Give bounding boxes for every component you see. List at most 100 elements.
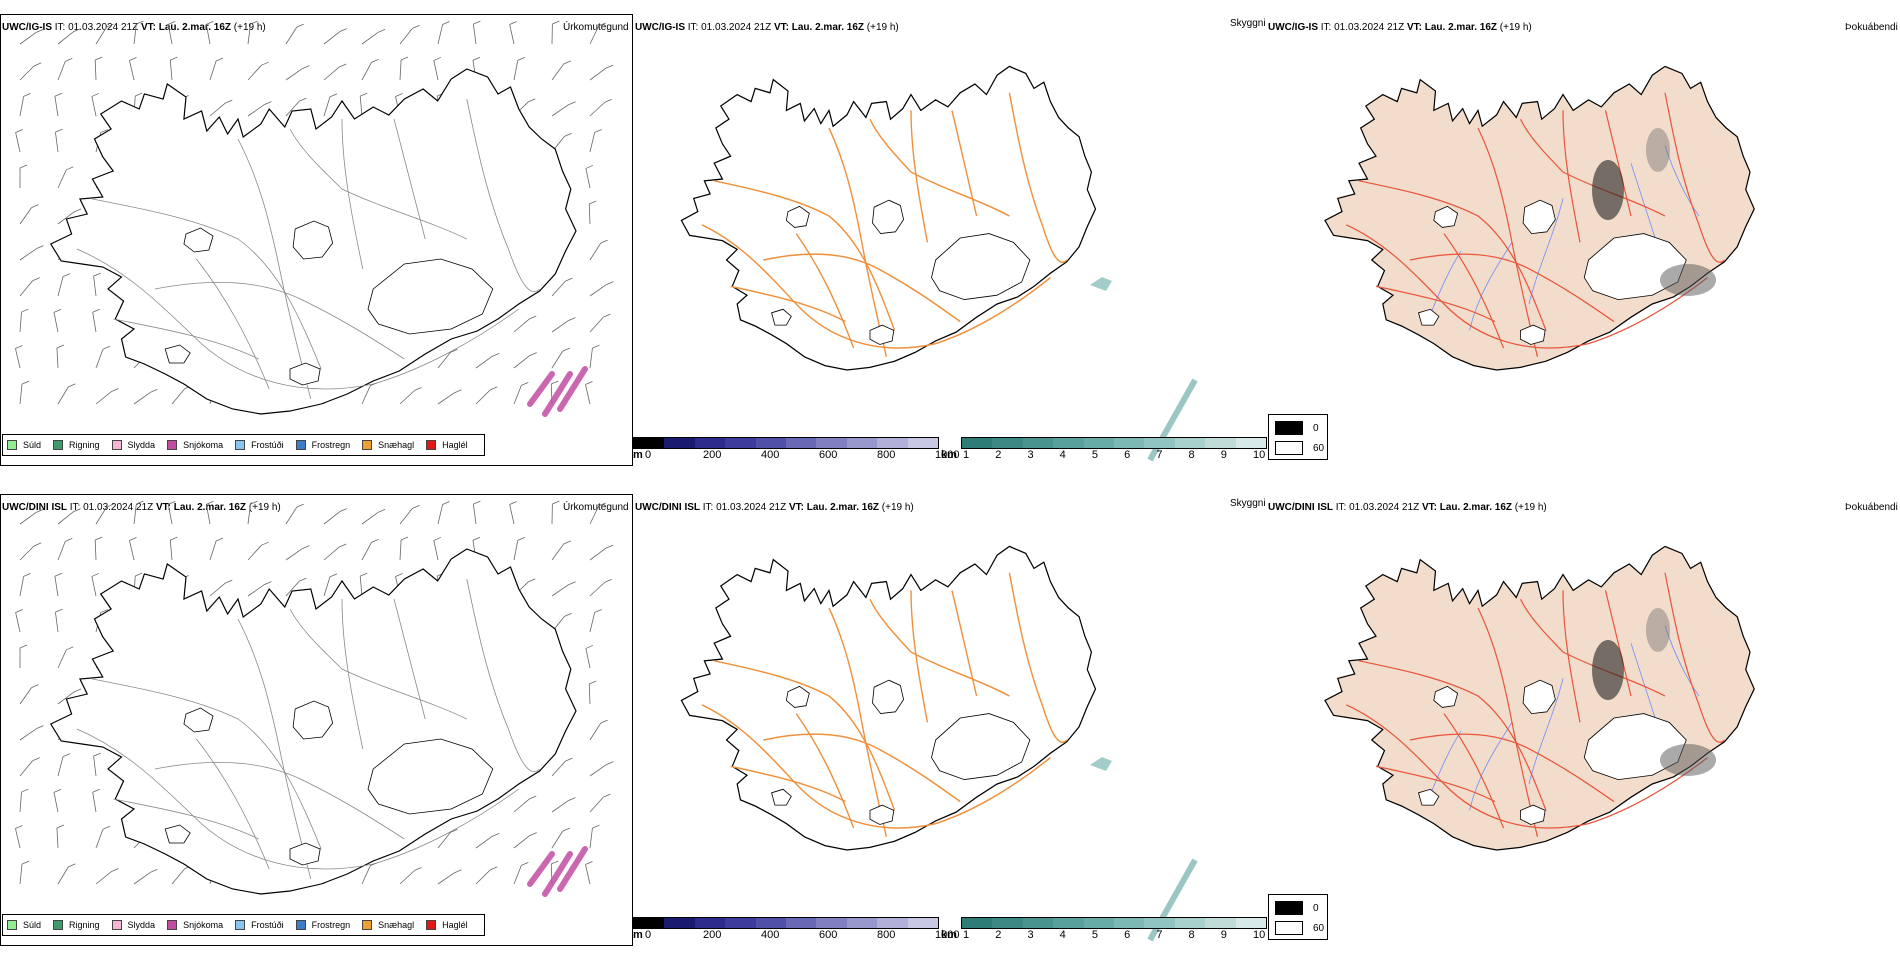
colorbar-tick: 9 bbox=[1221, 449, 1227, 461]
legend-item: Slydda bbox=[112, 440, 156, 450]
legend-swatch bbox=[362, 440, 372, 450]
legend-item: Rigning bbox=[53, 920, 100, 930]
iceland-map bbox=[681, 546, 1095, 850]
fog-area bbox=[1592, 640, 1624, 700]
forecast-row: UWC/IG-IS IT: 01.03.2024 21Z VT: Lau. 2.… bbox=[0, 0, 1900, 475]
colorbar-tick: 4 bbox=[1060, 929, 1066, 941]
fog-area bbox=[1660, 744, 1716, 776]
legend-swatch bbox=[167, 920, 177, 930]
colorbar-tick: 2 bbox=[995, 449, 1001, 461]
legend-label: Haglél bbox=[442, 920, 468, 930]
legend-label: Slydda bbox=[128, 440, 156, 450]
legend-swatch bbox=[362, 920, 372, 930]
legend-swatch bbox=[426, 440, 436, 450]
visibility-unit: km bbox=[941, 929, 957, 941]
legend-label: Snjókoma bbox=[183, 920, 223, 930]
fog-area bbox=[1646, 128, 1670, 172]
legend-swatch bbox=[296, 920, 306, 930]
legend-item: Súld bbox=[7, 440, 41, 450]
colorbar-tick: 800 bbox=[877, 449, 895, 461]
colorbar-tick: 7 bbox=[1156, 929, 1162, 941]
low-visibility-area bbox=[1090, 757, 1112, 771]
legend-item: Rigning bbox=[53, 440, 100, 450]
colorbar-tick: 3 bbox=[1027, 449, 1033, 461]
visibility-colorbar bbox=[961, 437, 1267, 449]
elevation-unit: m bbox=[633, 929, 643, 941]
precip-legend: Súld Rigning Slydda Snjókoma Frostúði Frostre… bbox=[2, 914, 485, 936]
colorbar-tick: 1 bbox=[963, 929, 969, 941]
colorbar-tick: 8 bbox=[1189, 449, 1195, 461]
legend-label: Slydda bbox=[128, 920, 156, 930]
colorbar-tick: 9 bbox=[1221, 929, 1227, 941]
colorbar-tick: 200 bbox=[703, 929, 721, 941]
legend-swatch bbox=[7, 920, 17, 930]
colorbar-tick: 5 bbox=[1092, 449, 1098, 461]
legend-item: Slydda bbox=[112, 920, 156, 930]
legend-item: Snjókoma bbox=[167, 920, 223, 930]
colorbar-tick: 10 bbox=[1253, 929, 1265, 941]
colorbar-tick: 10 bbox=[1253, 449, 1265, 461]
colorbar-tick: 2 bbox=[995, 929, 1001, 941]
colorbar-tick: 600 bbox=[819, 929, 837, 941]
visibility-map bbox=[635, 30, 1235, 460]
colorbar-tick: 5 bbox=[1092, 929, 1098, 941]
legend-swatch bbox=[7, 440, 17, 450]
elevation-colorbar bbox=[633, 917, 939, 929]
legend-label: Rigning bbox=[69, 920, 100, 930]
forecast-row: UWC/DINI ISL IT: 01.03.2024 21Z VT: Lau.… bbox=[0, 480, 1900, 955]
colorbar-tick: 6 bbox=[1124, 449, 1130, 461]
legend-swatch bbox=[53, 440, 63, 450]
precip-map bbox=[0, 14, 633, 466]
colorbar-tick: 0 bbox=[645, 929, 651, 941]
iceland-map bbox=[1325, 546, 1754, 850]
iceland-map bbox=[681, 66, 1095, 370]
precip-legend: Súld Rigning Slydda Snjókoma Frostúði Frostre… bbox=[2, 434, 485, 456]
colorbar-tick: 4 bbox=[1060, 449, 1066, 461]
legend-item: Frostregn bbox=[296, 440, 351, 450]
legend-item: Frostúði bbox=[235, 440, 284, 450]
legend-label: Snæhagl bbox=[378, 440, 414, 450]
precip-band bbox=[530, 374, 552, 404]
colorbar-tick: 8 bbox=[1189, 929, 1195, 941]
legend-item: Haglél bbox=[426, 440, 468, 450]
legend-swatch bbox=[112, 920, 122, 930]
legend-swatch bbox=[296, 440, 306, 450]
legend-item: Snæhagl bbox=[362, 440, 414, 450]
legend-swatch bbox=[235, 440, 245, 450]
colorbar-tick: 600 bbox=[819, 449, 837, 461]
visibility-panel-name: Skyggni bbox=[1230, 18, 1266, 29]
colorbar-tick: 200 bbox=[703, 449, 721, 461]
colorbar-tick: 400 bbox=[761, 449, 779, 461]
fog-area bbox=[1646, 608, 1670, 652]
iceland-map bbox=[51, 69, 576, 414]
legend-label: Súld bbox=[23, 440, 41, 450]
legend-label: Frostúði bbox=[251, 920, 284, 930]
legend-item: Súld bbox=[7, 920, 41, 930]
colorbar-tick: 800 bbox=[877, 929, 895, 941]
legend-label: Súld bbox=[23, 920, 41, 930]
legend-swatch bbox=[235, 920, 245, 930]
visibility-panel-name: Skyggni bbox=[1230, 498, 1266, 509]
legend-swatch bbox=[53, 920, 63, 930]
legend-item: Frostregn bbox=[296, 920, 351, 930]
legend-label: Snjókoma bbox=[183, 440, 223, 450]
legend-label: Haglél bbox=[442, 440, 468, 450]
fog-area bbox=[1592, 160, 1624, 220]
colorbar-tick: 3 bbox=[1027, 929, 1033, 941]
legend-label: Frostúði bbox=[251, 440, 284, 450]
visibility-colorbar bbox=[961, 917, 1267, 929]
legend-item: Snæhagl bbox=[362, 920, 414, 930]
legend-label: Frostregn bbox=[312, 440, 351, 450]
iceland-map bbox=[51, 549, 576, 894]
colorbar-tick: 0 bbox=[645, 449, 651, 461]
legend-swatch bbox=[426, 920, 436, 930]
visibility-map bbox=[635, 510, 1235, 940]
iceland-map bbox=[1325, 66, 1754, 370]
legend-item: Snjókoma bbox=[167, 440, 223, 450]
fog-map bbox=[1268, 30, 1868, 460]
legend-label: Frostregn bbox=[312, 920, 351, 930]
